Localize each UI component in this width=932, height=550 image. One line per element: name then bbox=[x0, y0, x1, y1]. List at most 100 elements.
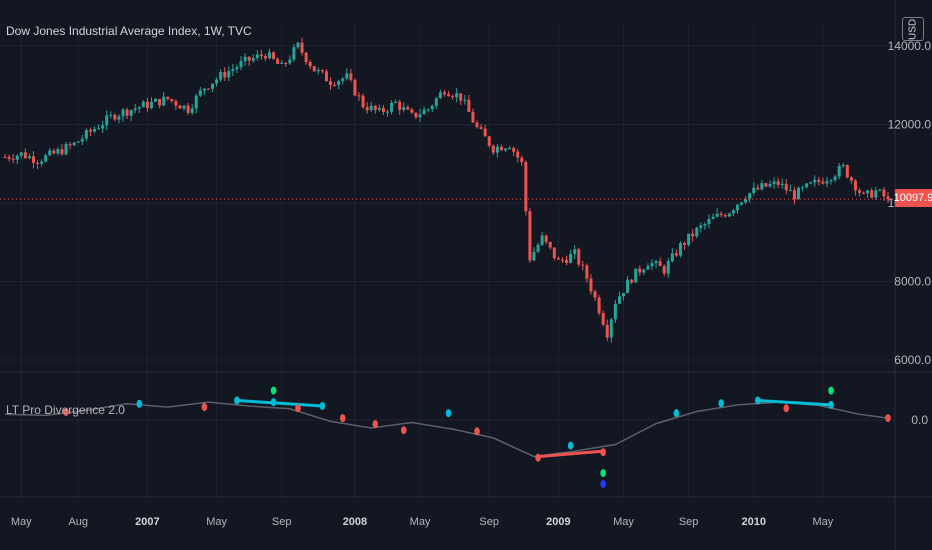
candle-body bbox=[243, 56, 247, 62]
candle-body bbox=[601, 313, 605, 325]
candle-body bbox=[170, 99, 174, 102]
candle-body bbox=[544, 235, 548, 242]
bullish-divergence-line bbox=[757, 399, 832, 407]
candle-body bbox=[512, 148, 516, 152]
candle-body bbox=[23, 152, 27, 159]
bullish-marker bbox=[828, 400, 834, 409]
bullish-divergence-line bbox=[236, 399, 323, 408]
candle-body bbox=[589, 278, 593, 292]
candle-body bbox=[524, 161, 528, 212]
candle-body bbox=[194, 95, 198, 109]
candle-body bbox=[866, 190, 870, 194]
candle-body bbox=[56, 149, 60, 154]
x-tick-label: May bbox=[410, 516, 431, 528]
candle-body bbox=[385, 111, 389, 113]
candle-body bbox=[434, 98, 438, 106]
candle-body bbox=[430, 105, 434, 110]
x-tick-label: Sep bbox=[479, 516, 499, 528]
candle-body bbox=[687, 233, 691, 245]
candle-body bbox=[569, 253, 573, 263]
bullish-marker bbox=[234, 396, 240, 405]
candle-body bbox=[858, 190, 862, 193]
candle-body bbox=[349, 73, 353, 80]
candle-body bbox=[683, 243, 687, 245]
candle-body bbox=[308, 62, 312, 67]
candle-body bbox=[267, 52, 271, 59]
x-tick-label: May bbox=[813, 516, 834, 528]
x-tick-label: 2008 bbox=[343, 516, 367, 528]
candle-body bbox=[455, 93, 459, 98]
candle-body bbox=[593, 291, 597, 298]
currency-button[interactable]: USD bbox=[902, 17, 924, 41]
bearish-marker bbox=[783, 404, 790, 413]
candle-body bbox=[674, 253, 678, 256]
candle-body bbox=[190, 108, 194, 113]
candle-body bbox=[874, 190, 878, 198]
bearish-marker bbox=[295, 404, 301, 413]
candle-body bbox=[442, 92, 446, 95]
bearish-marker bbox=[339, 414, 346, 423]
x-tick-label: May bbox=[11, 516, 32, 528]
candle-body bbox=[784, 183, 788, 191]
candle-body bbox=[768, 183, 772, 187]
candle-body bbox=[390, 102, 394, 112]
candle-body bbox=[141, 101, 145, 108]
candle-body bbox=[117, 116, 121, 120]
bearish-marker bbox=[535, 453, 541, 462]
candle-body bbox=[402, 107, 406, 111]
candle-body bbox=[121, 109, 125, 117]
candle-body bbox=[154, 98, 158, 102]
candle-body bbox=[149, 101, 153, 109]
candle-body bbox=[780, 183, 784, 185]
candle-body bbox=[312, 66, 316, 72]
candle-body bbox=[406, 107, 410, 110]
candle-body bbox=[764, 183, 768, 187]
candle-body bbox=[284, 62, 288, 64]
candle-body bbox=[829, 180, 833, 182]
candle-body bbox=[68, 144, 72, 146]
candle-body bbox=[88, 130, 92, 132]
candle-body bbox=[451, 96, 455, 98]
candle-body bbox=[316, 70, 320, 72]
candle-body bbox=[259, 54, 263, 56]
candle-body bbox=[650, 263, 654, 267]
candle-body bbox=[605, 324, 609, 338]
y-tick-label: 8000.0 bbox=[894, 275, 931, 289]
bearish-marker bbox=[63, 408, 69, 417]
candle-body bbox=[438, 92, 442, 99]
candle-body bbox=[723, 215, 727, 217]
candle-body bbox=[870, 190, 874, 198]
candle-body bbox=[483, 128, 487, 137]
candle-body bbox=[272, 52, 276, 59]
candle-body bbox=[394, 101, 398, 103]
candle-body bbox=[3, 157, 7, 159]
candle-body bbox=[113, 114, 117, 120]
candle-body bbox=[487, 136, 491, 146]
candle-body bbox=[341, 78, 345, 81]
indicator-title: LT Pro Divergence 2.0 bbox=[6, 403, 125, 417]
x-tick-label: May bbox=[206, 516, 227, 528]
candle-body bbox=[654, 261, 658, 264]
candle-body bbox=[11, 158, 15, 160]
candle-body bbox=[715, 213, 719, 217]
bearish-marker bbox=[400, 426, 407, 435]
candle-body bbox=[809, 182, 813, 184]
signal-marker bbox=[270, 386, 277, 395]
candle-body bbox=[211, 83, 215, 89]
x-tick-label: Sep bbox=[679, 516, 699, 528]
bearish-marker bbox=[372, 420, 379, 429]
candle-body bbox=[565, 259, 569, 263]
candle-body bbox=[414, 112, 418, 118]
candle-body bbox=[532, 251, 536, 261]
x-tick-label: 2010 bbox=[741, 516, 765, 528]
candle-body bbox=[504, 148, 508, 151]
candle-body bbox=[276, 58, 280, 64]
candle-body bbox=[617, 296, 621, 304]
candle-body bbox=[162, 96, 166, 106]
candle-body bbox=[577, 249, 581, 265]
candle-body bbox=[288, 59, 292, 64]
candle-body bbox=[280, 62, 284, 64]
